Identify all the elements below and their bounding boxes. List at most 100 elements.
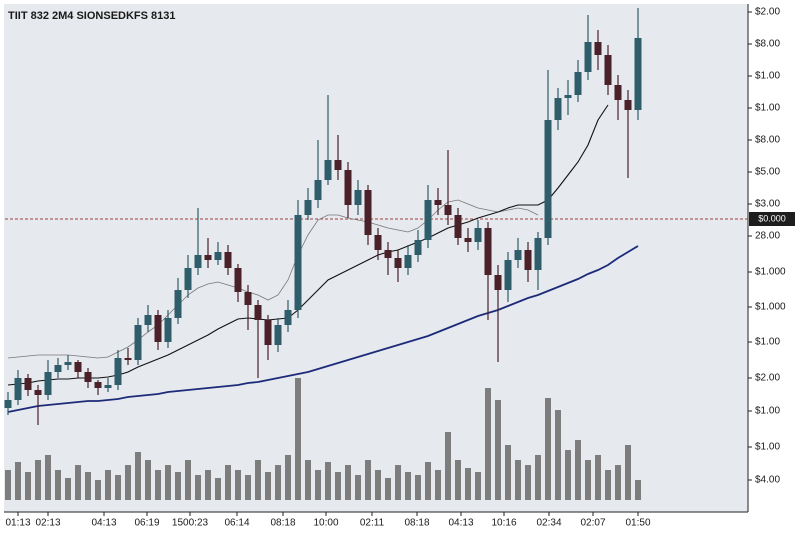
volume-bar [315,470,321,500]
candle-body [124,358,132,360]
volume-bar [555,410,561,500]
candle-body [74,362,82,372]
candle-body [514,250,522,260]
candle-body [84,372,92,382]
y-tick-label: $1.00 [755,71,780,82]
candle-body [444,205,452,215]
volume-bar [425,462,431,500]
y-tick-label: $1.000 [755,302,786,313]
x-tick-label: 06:14 [224,518,249,529]
volume-bar [565,450,571,500]
x-tick-label: 1500:23 [172,518,209,529]
volume-bar [415,475,421,500]
y-tick-label: $8.00 [755,39,780,50]
candle-body [534,238,542,270]
candle-body [544,120,552,238]
candle-body [424,200,432,240]
volume-bar [395,465,401,500]
candle-body [574,72,582,95]
volume-bar [135,452,141,500]
candle-body [404,255,412,268]
candle-body [34,390,42,395]
candle-body [64,362,72,365]
x-tick-label: 02:13 [35,518,60,529]
candle-body [354,190,362,205]
volume-bar [485,388,491,500]
candle-body [174,290,182,318]
volume-bar [445,432,451,500]
price-label-box [749,212,795,226]
candle-body [504,260,512,290]
x-tick-label: 10:00 [313,518,338,529]
candle-body [274,325,282,345]
volume-bar [65,478,71,500]
candle-body [334,160,342,170]
moving-average-line [7,104,609,386]
plot-area [4,4,748,512]
volume-bar [55,470,61,500]
candle-body [494,275,502,290]
volume-bar [325,462,331,500]
candle-body [304,200,312,215]
chart-title: TIIT 832 2M4 SIONSEDKFS 8131 [8,10,176,22]
y-tick-label: $3.00 [755,199,780,210]
x-tick-label: 10:16 [491,518,516,529]
y-tick-label: $8.00 [755,135,780,146]
candle-body [414,240,422,255]
volume-bar [475,472,481,500]
x-tick-label: 02:11 [360,518,385,529]
candle-body [314,180,322,200]
x-tick-label: 08:18 [270,518,295,529]
candle-body [204,255,212,260]
candle-body [374,235,382,250]
volume-bar [335,472,341,500]
x-tick-label: 08:18 [404,518,429,529]
candle-body [284,310,292,325]
candle-body [54,365,62,372]
candle-body [604,55,612,85]
candle-body [144,315,152,325]
price-label: $0.000 [758,213,786,223]
x-tick-label: 02:34 [536,518,561,529]
volume-bar [375,470,381,500]
candle-body [614,85,622,100]
candle-body [594,42,602,55]
candle-body [254,305,262,320]
volume-bar [465,468,471,500]
volume-bar [305,460,311,500]
volume-bar [345,465,351,500]
candle-body [454,215,462,238]
y-tick-label: $5.00 [755,167,780,178]
y-tick-label: $4.00 [755,475,780,486]
volume-bar [255,460,261,500]
volume-bar [25,472,31,500]
volume-bar [165,465,171,500]
volume-bar [585,460,591,500]
volume-bar [205,470,211,500]
candle-body [224,252,232,268]
candle-body [634,38,642,110]
volume-bar [405,472,411,500]
volume-bar [515,460,521,500]
volume-bar [495,400,501,500]
candle-body [584,42,592,72]
y-tick-label: $1.00 [755,103,780,114]
y-tick-label: $1.000 [755,267,786,278]
x-tick-label: 06:19 [134,518,159,529]
candle-body [154,315,162,342]
candle-body [384,250,392,258]
volume-bar [235,470,241,500]
volume-bar [525,465,531,500]
y-tick-label: $1.00 [755,337,780,348]
candle-body [134,325,142,360]
volume-bar [595,455,601,500]
y-tick-label: $2.00 [755,7,780,18]
volume-bar [185,460,191,500]
candle-body [484,228,492,275]
volume-bar [355,475,361,500]
volume-bar [115,475,121,500]
volume-bar [245,475,251,500]
candle-body [624,100,632,110]
y-tick-label: $1.00 [755,406,780,417]
